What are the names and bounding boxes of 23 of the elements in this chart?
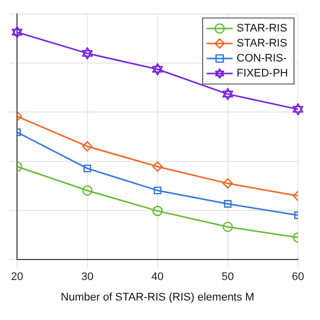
point — [82, 141, 92, 152]
point — [152, 63, 163, 76]
point — [152, 206, 163, 216]
point — [222, 88, 234, 100]
point — [222, 222, 233, 232]
point — [82, 47, 93, 60]
x-tick-label: 40 — [151, 271, 164, 284]
point — [222, 178, 233, 189]
x-tick-label: 30 — [81, 271, 94, 284]
legend-label: FIXED-PH — [236, 68, 288, 80]
x-tick-label: 50 — [222, 271, 234, 284]
legend-label: STAR-RIS — [236, 38, 288, 50]
point — [12, 26, 23, 38]
point — [224, 200, 232, 208]
x-axis-title: Number of STAR-RIS (RIS) elements M — [60, 291, 254, 304]
point — [82, 185, 92, 196]
legend-label: STAR-RIS — [236, 22, 288, 35]
point — [84, 164, 92, 172]
x-tick-label: 60 — [292, 271, 304, 284]
legend-label: CON-RIS- — [236, 52, 288, 65]
point — [152, 161, 163, 172]
x-tick-label: 20 — [10, 271, 24, 284]
point — [154, 186, 162, 194]
